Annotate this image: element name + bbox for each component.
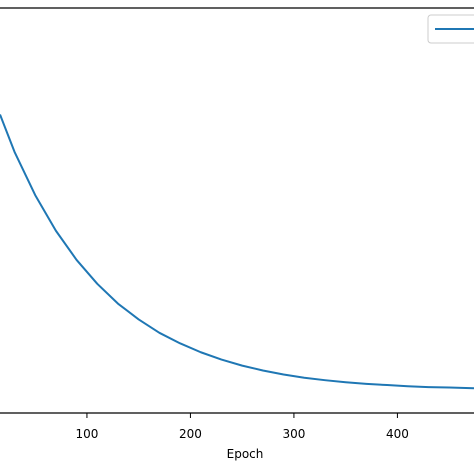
series-line	[0, 114, 474, 390]
x-tick-label: 400	[386, 427, 409, 441]
x-tick-label: 100	[75, 427, 98, 441]
x-axis-title: Epoch	[227, 447, 264, 461]
x-tick-label: 200	[179, 427, 202, 441]
legend	[427, 14, 474, 44]
x-tick-label: 300	[282, 427, 305, 441]
x-ticks: 100 200 300 400	[75, 413, 409, 441]
plot-axes	[0, 7, 474, 414]
series-layer	[0, 114, 474, 390]
